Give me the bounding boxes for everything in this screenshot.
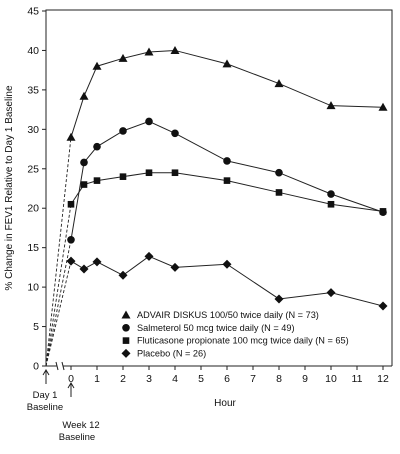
legend: ADVAIR DISKUS 100/50 twice daily (N = 73… [121, 310, 349, 358]
data-point-circle [80, 158, 88, 167]
x-tick-label: 8 [276, 373, 282, 385]
week12-baseline-label: Baseline [59, 432, 95, 443]
axes [42, 9, 393, 397]
legend-marker-square [122, 337, 130, 344]
legend-label: Placebo (N = 26) [137, 348, 206, 358]
day1-arrow-head [42, 369, 50, 376]
legend-marker-diamond [121, 348, 131, 358]
data-point-circle [327, 190, 335, 198]
data-point-circle [67, 235, 75, 244]
y-tick-label: 25 [27, 163, 39, 175]
legend-label: ADVAIR DISKUS 100/50 twice daily (N = 73… [137, 310, 319, 320]
data-point-square [327, 200, 335, 208]
y-tick-label: 10 [27, 282, 39, 294]
week12-arrow-head [67, 382, 75, 389]
y-tick-label: 40 [27, 45, 39, 57]
axis-break-mark [61, 361, 65, 371]
x-tick-label: 11 [352, 373, 363, 385]
x-axis-title: Hour [214, 398, 236, 409]
data-point-square [145, 169, 153, 177]
y-tick-label: 0 [33, 361, 39, 373]
x-tick-label: 1 [94, 373, 100, 385]
baseline-connector [45, 137, 72, 367]
day1-label: Day 1 [33, 390, 58, 401]
legend-label: Fluticasone propionate 100 mcg twice dai… [137, 336, 349, 346]
x-tick-label: 5 [198, 373, 204, 385]
y-axis-title: % Change in FEV1 Relative to Day 1 Basel… [4, 85, 15, 291]
legend-label: Salmeterol 50 mcg twice daily (N = 49) [137, 323, 295, 333]
series-line-3 [70, 172, 384, 212]
baseline-connector [45, 260, 72, 367]
y-tick-label: 35 [27, 84, 39, 96]
data-point-diamond [118, 270, 128, 280]
baseline-connector [45, 239, 72, 367]
data-point-circle [119, 127, 127, 135]
x-tick-label: 10 [325, 373, 337, 385]
data-point-triangle [66, 132, 76, 141]
data-point-triangle [274, 79, 284, 88]
series-layer [45, 45, 388, 367]
data-point-triangle [378, 102, 388, 111]
x-tick-label: 12 [377, 373, 389, 385]
data-point-triangle [144, 47, 154, 56]
x-tick-label: 4 [172, 373, 178, 385]
series-line-1 [70, 49, 384, 138]
data-point-square [93, 177, 101, 184]
data-point-circle [145, 117, 153, 126]
x-tick-label: 0 [68, 373, 74, 385]
x-tick-label: 6 [224, 373, 230, 385]
data-point-diamond [170, 262, 180, 272]
data-point-square [80, 181, 88, 188]
baseline-connector [45, 204, 72, 367]
data-point-circle [171, 129, 179, 138]
data-point-circle [275, 168, 283, 177]
legend-marker-triangle [121, 310, 131, 319]
week12-label: Week 12 [62, 420, 99, 431]
data-point-square [119, 173, 127, 180]
y-tick-label: 20 [27, 203, 39, 215]
data-point-triangle [170, 45, 180, 54]
legend-marker-circle [122, 324, 130, 332]
y-tick-label: 15 [27, 242, 39, 254]
data-point-triangle [118, 53, 128, 62]
data-point-triangle [326, 101, 336, 110]
x-tick-label: 9 [302, 373, 308, 385]
y-tick-label: 30 [27, 124, 39, 136]
data-point-square [223, 177, 231, 184]
series-line-4 [70, 255, 384, 307]
data-point-diamond [144, 251, 154, 261]
data-point-diamond [79, 264, 89, 274]
data-point-diamond [378, 301, 388, 311]
data-point-diamond [326, 288, 336, 298]
x-tick-label: 7 [250, 373, 256, 385]
data-point-square [67, 200, 75, 208]
data-point-circle [93, 142, 101, 151]
day1-baseline-label: Baseline [27, 402, 63, 413]
data-point-square [275, 189, 283, 196]
data-point-triangle [79, 91, 89, 100]
x-tick-label: 3 [146, 373, 152, 385]
data-point-diamond [222, 259, 232, 269]
plot-frame [45, 9, 393, 366]
data-point-square [379, 208, 387, 215]
data-point-diamond [274, 294, 284, 304]
data-point-diamond [92, 257, 102, 267]
data-point-triangle [92, 61, 102, 70]
data-point-square [171, 169, 179, 177]
data-point-circle [223, 157, 231, 165]
y-tick-label: 5 [33, 321, 39, 333]
data-point-triangle [222, 59, 232, 68]
series-line-2 [70, 120, 384, 240]
y-tick-label: 45 [27, 6, 39, 18]
axis-break-mark [55, 361, 59, 371]
data-point-diamond [66, 256, 76, 266]
x-tick-label: 2 [120, 373, 126, 385]
